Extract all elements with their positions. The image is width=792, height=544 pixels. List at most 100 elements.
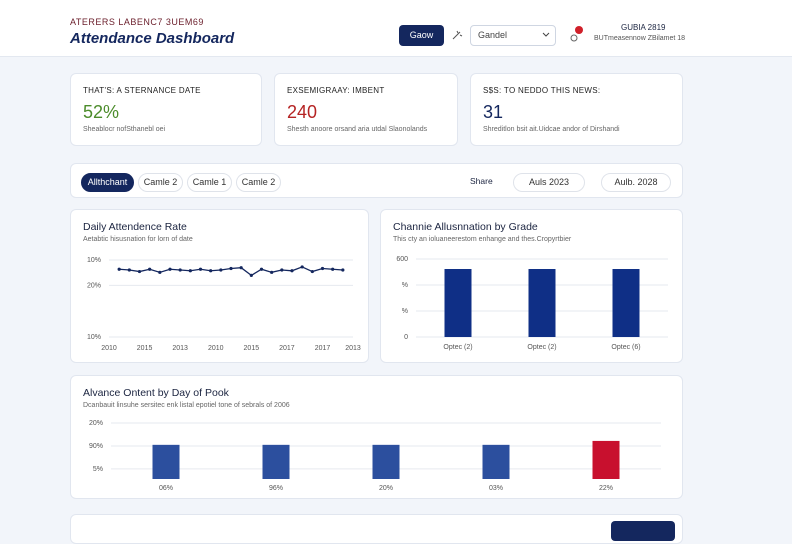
primary-button[interactable]: Gaow (399, 25, 444, 46)
eyebrow: ATERERS LABENC7 3UEM69 (70, 17, 204, 27)
point (188, 269, 192, 273)
dashboard-title: Attendance Dashboard (70, 30, 235, 47)
point (168, 267, 172, 271)
chart-card: Daily Attendence Rate Aetabtic hisusnatio… (70, 209, 369, 363)
point (148, 267, 152, 271)
x-tick-label: 2010 (208, 345, 224, 352)
tab[interactable]: Camle 2 (236, 173, 281, 192)
card-button[interactable] (611, 521, 675, 541)
x-tick-label: Optec (6) (611, 344, 640, 351)
date-from[interactable]: Auls 2023 (513, 173, 585, 192)
y-tick-label: 20% (87, 282, 101, 289)
x-tick-label: 06% (159, 485, 173, 492)
notification-icon[interactable] (568, 25, 584, 45)
kpi-label: S$S: TO NEDDO THIS NEWS: (483, 86, 601, 95)
point (270, 270, 274, 274)
x-tick-label: 03% (489, 485, 503, 492)
chart-title: Alvance Ontent by Day of Pook (83, 387, 229, 399)
point (341, 268, 345, 272)
point (137, 269, 142, 274)
tab[interactable]: Camle 2 (138, 173, 183, 192)
bar (444, 269, 472, 337)
bar (262, 444, 290, 479)
kpi-sub: Sheablocr nofSthanebl oei (83, 126, 166, 133)
line-chart: 10%20%10%2010 2015 2013 2010 2015 2017 2017 201… (87, 257, 361, 352)
kpi-card: EXSEMIGRAAY: IMBENT 240 Shesth anoore orsa… (274, 73, 458, 146)
bar (528, 269, 556, 337)
x-tick-label: 2013 (345, 345, 361, 352)
point (280, 268, 284, 272)
y-tick-label: 0 (404, 334, 408, 341)
chart-subtitle: Dcanbauit linsuhe sersitec enk listal ep… (83, 402, 290, 409)
x-tick-label: 2013 (172, 345, 188, 352)
bar (612, 269, 640, 337)
header: ATERERS LABENC7 3UEM69 Attendance Dashbo… (0, 0, 792, 57)
y-tick-label: 20% (89, 420, 103, 427)
point (239, 266, 243, 270)
bar-chart: 0%% 600 Optec (2) Optec (2) Optec (6) (396, 256, 668, 351)
kpi-value: 52% (83, 102, 120, 122)
tab[interactable]: Camle 1 (187, 173, 232, 192)
chart-card: Channie Allusnnation by Grade This cty an… (380, 209, 683, 363)
filter-icon[interactable] (451, 29, 463, 41)
point (259, 267, 264, 271)
point (178, 268, 182, 272)
point (229, 266, 233, 271)
point (320, 266, 325, 271)
y-tick-label: 600 (396, 256, 408, 263)
y-tick-label: % (402, 282, 408, 289)
point (127, 268, 131, 272)
point (209, 269, 213, 273)
x-tick-label: 2017 (279, 345, 295, 352)
point (198, 267, 203, 271)
x-tick-label: 20% (379, 485, 393, 492)
kpi-card: S$S: TO NEDDO THIS NEWS: 31 Shreditlon bsi… (470, 73, 683, 146)
kpi-sub: Shreditlon bsit ait.Uidcae andor of Dirs… (483, 126, 620, 133)
user-name: GUBIA 2819 (621, 23, 666, 32)
y-tick-label: 10% (87, 257, 101, 264)
point (249, 273, 253, 277)
date-to[interactable]: Aulb. 2028 (601, 173, 671, 192)
x-tick-label: Optec (2) (443, 344, 472, 351)
point (300, 265, 304, 269)
chart-card: Alvance Ontent by Day of Pook Dcanbauit l… (70, 375, 683, 499)
x-tick-label: 22% (599, 485, 613, 492)
y-tick-label: 90% (89, 443, 103, 450)
x-tick-label: 2010 (101, 345, 117, 352)
filter-bar: Share Auls 2023 Aulb. 2028 Allthchant Cam… (70, 163, 683, 198)
y-tick-label: % (402, 308, 408, 315)
select[interactable]: Gandel (470, 25, 556, 46)
x-tick-label: 2017 (315, 345, 331, 352)
bar (152, 444, 180, 479)
point (310, 269, 314, 274)
point (158, 270, 162, 274)
bar-chart: 5% 90% 20% 06% 96% 20% 03% 22% (89, 420, 661, 492)
kpi-label: THAT'S: A STERNANCE DATE (83, 86, 201, 95)
chart-subtitle: This cty an ioluaneerestom enhange and t… (393, 236, 572, 243)
chart-subtitle: Aetabtic hisusnation for lorn of date (83, 236, 193, 243)
kpi-sub: Shesth anoore orsand aria utdal Slaonola… (287, 126, 428, 133)
chevron (542, 32, 550, 37)
kpi-card: THAT'S: A STERNANCE DATE 52% Sheablocr nof… (70, 73, 262, 146)
point (219, 268, 223, 272)
bar (592, 440, 620, 479)
point (117, 267, 121, 271)
point (331, 267, 335, 271)
point (290, 269, 294, 273)
bottom-card (70, 514, 683, 544)
x-tick-label: Optec (2) (527, 344, 556, 351)
y-tick-label: 5% (93, 466, 103, 473)
x-tick-label: 96% (269, 485, 283, 492)
y-tick-label: 10% (87, 334, 101, 341)
share[interactable]: Share (470, 176, 493, 186)
bar (372, 444, 400, 479)
chart-title: Channie Allusnnation by Grade (393, 221, 538, 233)
bar (482, 444, 510, 479)
kpi-value: 240 (287, 102, 318, 122)
tab[interactable]: Allthchant (81, 173, 134, 192)
x-tick-label: 2015 (137, 345, 153, 352)
x-tick-label: 2015 (244, 345, 260, 352)
kpi-value: 31 (483, 102, 504, 122)
kpi-label: EXSEMIGRAAY: IMBENT (287, 86, 385, 95)
